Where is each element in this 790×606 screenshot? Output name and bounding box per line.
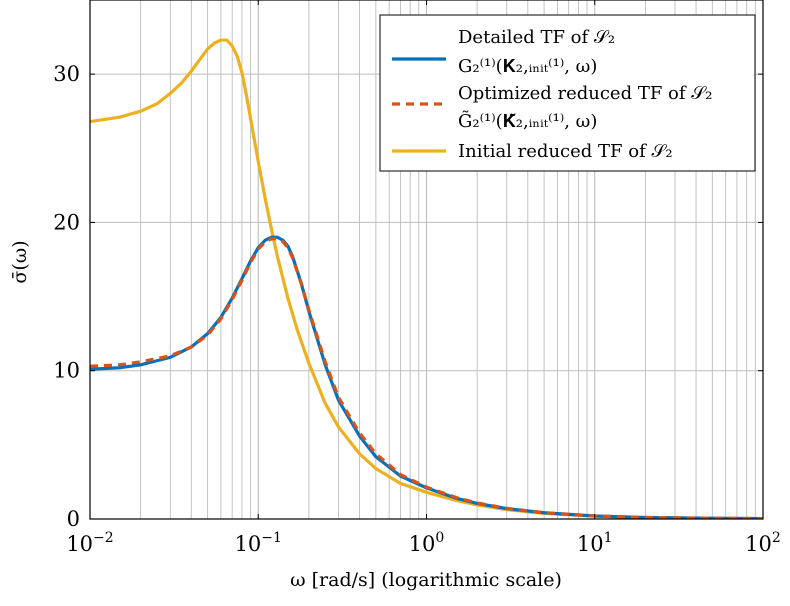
legend-label-1: G₂⁽¹⁾(𝐊₂,ᵢₙᵢₜ⁽¹⁾, ω) xyxy=(458,56,597,77)
legend-box xyxy=(379,14,756,172)
y-tick-label: 30 xyxy=(53,62,80,86)
y-tick-label: 20 xyxy=(53,210,80,234)
x-tick-label: 100 xyxy=(409,530,445,556)
axis-ticks xyxy=(89,0,764,520)
legend-label-2: G̃₂⁽¹⁾(𝐊̃₂,ᵢₙᵢₜ⁽¹⁾, ω) xyxy=(458,110,597,132)
y-tick-label: 0 xyxy=(67,507,80,531)
y-axis-label: σ̄(ω) xyxy=(9,240,31,283)
series-line-2 xyxy=(90,237,763,519)
x-tick-label: 10−2 xyxy=(66,530,113,556)
legend: Detailed TF of 𝒮₂ G₂⁽¹⁾(𝐊₂,ᵢₙᵢₜ⁽¹⁾, ω) Opt… xyxy=(379,14,756,172)
legend-label-3: Initial reduced TF of 𝒮₂ xyxy=(458,141,673,162)
x-tick-label: 101 xyxy=(577,530,613,556)
series-layer xyxy=(90,38,763,519)
legend-label-2: Optimized reduced TF of 𝒮₂ xyxy=(458,83,712,104)
grid xyxy=(90,0,763,519)
legend-label-1: Detailed TF of 𝒮₂ xyxy=(458,27,615,48)
x-tick-label: 102 xyxy=(745,530,781,556)
x-tick-label: 10−1 xyxy=(235,530,282,556)
tick-labels: 0 10 20 30 10−2 10−1 100 101 102 xyxy=(53,62,781,556)
y-tick-label: 10 xyxy=(53,359,80,383)
x-axis-label: ω [rad/s] (logarithmic scale) xyxy=(290,569,562,591)
